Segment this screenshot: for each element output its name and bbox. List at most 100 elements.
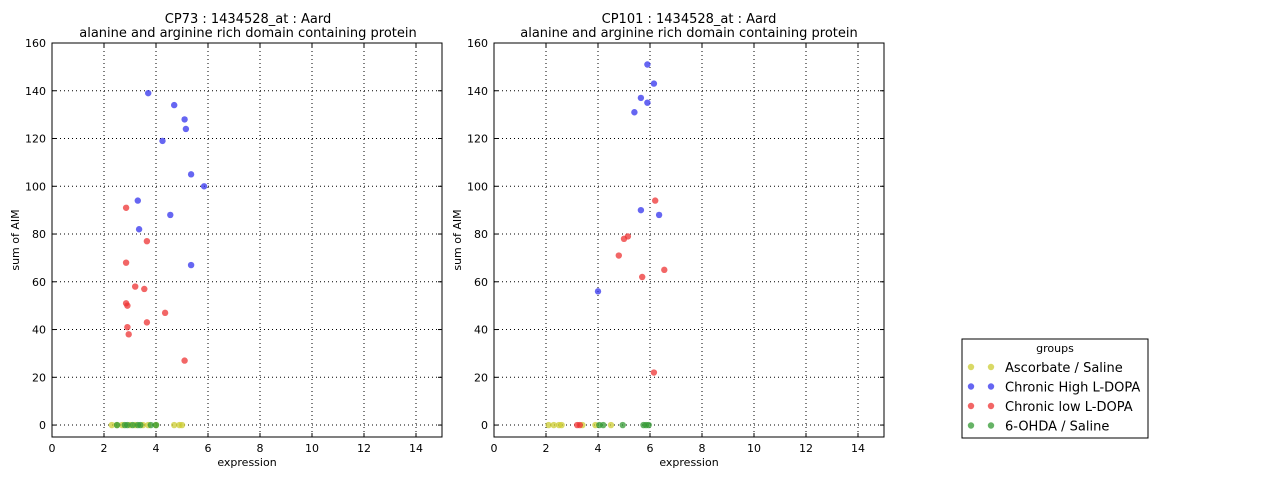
data-point-chronic-low-l-dopa	[124, 302, 131, 309]
legend-label: Chronic High L-DOPA	[1005, 381, 1140, 396]
legend-entry: Chronic High L-DOPA	[967, 381, 1140, 396]
data-point-chronic-low-l-dopa	[181, 357, 188, 364]
x-tick-label: 0	[491, 442, 498, 455]
chart-2-title: CP101 : 1434528_at : Aard	[602, 12, 777, 27]
chart-panel-2: CP101 : 1434528_at : Aard alanine and ar…	[451, 12, 885, 469]
data-point-chronic-high-l-dopa	[644, 99, 651, 106]
data-point-chronic-high-l-dopa	[631, 109, 638, 116]
data-point-ascorbate-saline	[545, 421, 552, 429]
legend-marker	[967, 383, 975, 390]
data-point-chronic-high-l-dopa	[135, 226, 143, 233]
data-point-ascorbate-saline	[550, 421, 557, 429]
data-point-chronic-low-l-dopa	[122, 259, 130, 266]
y-tick-label: 20	[32, 371, 46, 384]
y-tick-label: 80	[474, 228, 488, 241]
legend-title: groups	[1036, 342, 1074, 355]
y-tick-label: 60	[32, 276, 46, 289]
x-tick-label: 8	[257, 442, 264, 455]
chart-1-grid	[52, 43, 442, 437]
data-point-chronic-low-l-dopa	[143, 319, 151, 326]
x-tick-label: 8	[699, 442, 706, 455]
chart-1-subtitle: alanine and arginine rich domain contain…	[79, 26, 417, 41]
data-point-chronic-low-l-dopa	[125, 331, 132, 338]
x-tick-label: 10	[747, 442, 761, 455]
data-point-6-ohda-saline	[600, 421, 607, 429]
x-tick-label: 14	[851, 442, 865, 455]
data-point-chronic-low-l-dopa	[652, 197, 659, 204]
legend-entry: 6-OHDA / Saline	[967, 420, 1109, 435]
chart-1-plot-frame	[51, 42, 443, 438]
chart-2-plot-frame	[493, 42, 885, 438]
x-tick-label: 6	[205, 442, 212, 455]
data-point-chronic-low-l-dopa	[124, 323, 131, 331]
y-tick-label: 0	[481, 419, 488, 432]
legend-marker	[987, 383, 995, 390]
legend: groups Ascorbate / Saline Chronic High L-…	[961, 338, 1149, 439]
data-point-chronic-low-l-dopa	[639, 273, 646, 281]
x-tick-label: 12	[357, 442, 371, 455]
legend-marker	[987, 422, 995, 429]
data-point-6-ohda-saline	[124, 421, 131, 429]
data-point-6-ohda-saline	[137, 421, 144, 429]
y-tick-label: 40	[474, 324, 488, 337]
data-point-ascorbate-saline	[558, 421, 565, 429]
chart-panel-1: CP73 : 1434528_at : Aard alanine and arg…	[9, 12, 443, 469]
y-tick-label: 0	[39, 419, 46, 432]
legend-label: Ascorbate / Saline	[1005, 361, 1123, 376]
legend-label: 6-OHDA / Saline	[1005, 420, 1109, 435]
chart-1-title: CP73 : 1434528_at : Aard	[165, 12, 331, 27]
y-tick-label: 100	[25, 180, 46, 193]
y-tick-label: 120	[25, 133, 46, 146]
data-point-chronic-high-l-dopa	[637, 94, 645, 102]
legend-marker	[967, 422, 975, 429]
data-point-chronic-low-l-dopa	[576, 421, 583, 429]
legend-entry: Chronic low L-DOPA	[967, 400, 1133, 415]
data-point-chronic-low-l-dopa	[141, 285, 148, 293]
y-tick-label: 100	[467, 180, 488, 193]
chart-2-subtitle: alanine and arginine rich domain contain…	[520, 26, 858, 41]
chart-2-xlabel: expression	[659, 456, 718, 469]
y-tick-label: 140	[25, 85, 46, 98]
data-point-chronic-low-l-dopa	[661, 266, 668, 274]
legend-entry: Ascorbate / Saline	[967, 361, 1123, 376]
y-tick-label: 80	[32, 228, 46, 241]
data-point-ascorbate-saline	[171, 421, 178, 429]
chart-2-marks	[545, 61, 668, 429]
x-tick-label: 0	[49, 442, 56, 455]
data-point-chronic-high-l-dopa	[655, 211, 663, 219]
legend-marker	[967, 363, 975, 371]
data-point-ascorbate-saline	[607, 421, 615, 429]
data-point-6-ohda-saline	[645, 421, 652, 429]
legend-entries: Ascorbate / Saline Chronic High L-DOPA Chr…	[967, 361, 1140, 435]
chart-2-ylabel: sum of AIM	[451, 209, 464, 270]
data-point-chronic-high-l-dopa	[650, 80, 658, 87]
x-tick-label: 12	[799, 442, 813, 455]
chart-2-grid	[494, 43, 884, 437]
x-tick-label: 2	[543, 442, 550, 455]
legend-marker	[987, 363, 995, 371]
y-tick-label: 60	[474, 276, 488, 289]
data-point-chronic-high-l-dopa	[200, 183, 208, 190]
x-tick-label: 2	[101, 442, 108, 455]
data-point-chronic-low-l-dopa	[143, 237, 151, 245]
data-point-6-ohda-saline	[619, 421, 626, 429]
data-point-chronic-high-l-dopa	[594, 288, 602, 295]
data-point-6-ohda-saline	[129, 421, 136, 429]
x-tick-label: 10	[305, 442, 319, 455]
x-tick-label: 6	[647, 442, 654, 455]
chart-1-ylabel: sum of AIM	[9, 209, 22, 270]
data-point-chronic-high-l-dopa	[182, 125, 190, 133]
data-point-chronic-high-l-dopa	[145, 89, 152, 97]
legend-label: Chronic low L-DOPA	[1005, 400, 1133, 415]
data-point-6-ohda-saline	[147, 421, 154, 429]
y-tick-label: 40	[32, 324, 46, 337]
x-tick-label: 4	[595, 442, 602, 455]
data-point-chronic-low-l-dopa	[132, 283, 139, 290]
x-tick-label: 14	[409, 442, 423, 455]
data-point-chronic-low-l-dopa	[161, 309, 169, 317]
data-point-chronic-low-l-dopa	[650, 369, 658, 376]
data-point-chronic-high-l-dopa	[134, 197, 141, 204]
